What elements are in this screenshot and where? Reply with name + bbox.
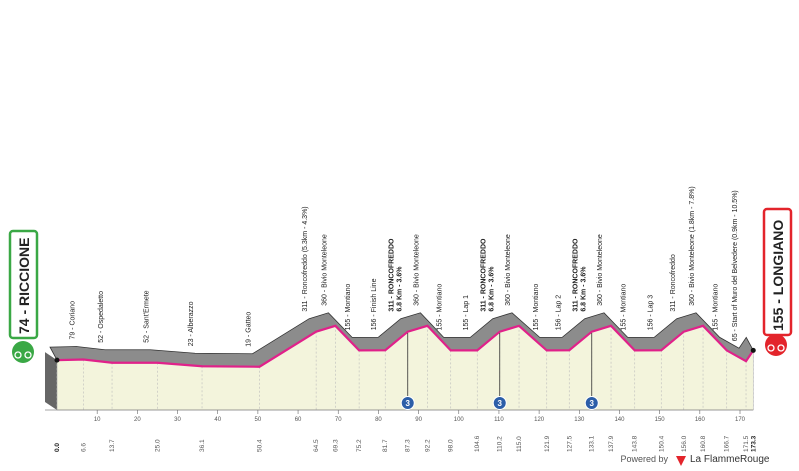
km-label: 25.0 (154, 439, 161, 452)
waypoint-label: 65 - Start of Muro del Belvedere (0.9km … (732, 190, 739, 341)
x-tick-label: 90 (415, 417, 422, 423)
waypoint-label: 155 - Lap 1 (463, 295, 470, 331)
x-tick-label: 10 (94, 417, 101, 423)
km-label: 156.0 (681, 435, 688, 452)
waypoint-label: 52 - Sant'Ermete (143, 290, 150, 342)
icon-wheel (777, 344, 785, 352)
waypoint-label: 79 - Coriano (70, 301, 77, 340)
km-label: 110.2 (497, 436, 504, 452)
km-label: 160.8 (700, 435, 707, 452)
km-label: 75.2 (356, 439, 363, 452)
km-label: 87.3 (405, 439, 412, 452)
waypoint-label: 156 - Finish Line (371, 278, 378, 330)
footer: Powered by La FlammeRouge (620, 454, 770, 466)
waypoint-label: 19 - Gatteo (245, 312, 252, 347)
icon-wheel (14, 351, 22, 359)
km-label: 173.3 (750, 435, 757, 452)
waypoint-label: 360 - Bivio Monteleone (597, 234, 604, 306)
km-label: 115.0 (516, 436, 523, 452)
km-label: 81.7 (382, 439, 389, 452)
start-icon (12, 341, 34, 363)
waypoint-label: 155 - Montiano (345, 284, 352, 331)
kom-category: 3 (498, 399, 503, 408)
profile-wall (45, 352, 57, 410)
km-label: 166.7 (724, 435, 731, 452)
kom-marker (400, 396, 415, 410)
x-tick-label: 160 (695, 417, 706, 423)
waypoint-label: 360 - Bivio Monteleone (413, 234, 420, 306)
footer-logo (676, 456, 686, 466)
waypoint-label: 360 - Bivio Monteleone (505, 234, 512, 306)
footer-brand: La FlammeRouge (690, 454, 770, 465)
x-tick-label: 150 (655, 417, 666, 423)
kom-category: 3 (406, 399, 411, 408)
waypoint-sublabel: 6.8 Km - 3.6% (581, 266, 588, 312)
waypoint-label: 311 - RONCOFREDDO (481, 238, 488, 312)
icon-wheel (24, 351, 32, 359)
start-sign: 74 - RICCIONE (8, 229, 39, 363)
start-label: 74 - RICCIONE (16, 238, 32, 334)
x-tick-label: 140 (614, 417, 625, 423)
x-tick-label: 80 (375, 417, 382, 423)
km-label: 143.8 (632, 435, 639, 452)
x-tick-label: 40 (214, 417, 221, 423)
km-label: 50.4 (256, 439, 263, 452)
finish-icon (765, 334, 787, 356)
x-tick-label: 170 (735, 417, 746, 423)
icon-wheel (767, 344, 775, 352)
km-label: 64.5 (313, 439, 320, 452)
waypoint-label: 360 - Bivio Monteleone (321, 234, 328, 306)
profile-line (56, 324, 755, 368)
x-tick-label: 20 (134, 417, 141, 423)
km-label: 6.6 (81, 443, 88, 452)
waypoint-label: 155 - Montiano (713, 284, 720, 331)
km-label: 98.0 (448, 439, 455, 452)
km-label: 137.9 (608, 435, 615, 452)
waypoint-label: 23 - Alberazzo (188, 301, 195, 346)
km-label: 69.3 (332, 439, 339, 452)
finish-dot (750, 347, 756, 353)
waypoint-label: 155 - Montiano (621, 284, 628, 331)
start-dot (54, 357, 60, 363)
x-tick-label: 120 (534, 417, 545, 423)
km-label: 127.5 (566, 435, 573, 452)
waypoint-label: 311 - Roncofreddo (670, 254, 677, 312)
waypoint-label: 311 - RONCOFREDDO (389, 238, 396, 312)
x-tick-label: 30 (174, 417, 181, 423)
kom-marker (584, 396, 599, 410)
km-label: 13.7 (109, 439, 116, 452)
km-label: 121.9 (544, 435, 551, 452)
start-box (8, 229, 39, 340)
x-tick-label: 100 (454, 417, 465, 423)
km-label: 36.1 (199, 439, 206, 452)
km-label: 92.2 (424, 439, 431, 452)
x-tick-label: 50 (255, 417, 262, 423)
finish-sign: 155 - LONGIANO (762, 207, 793, 356)
plot: 10 20 30 40 50 60 70 80 90 100 110 120 130 140 150 160 1… (45, 186, 757, 452)
kom-marker (492, 396, 507, 410)
waypoint-label: 311 - Roncofreddo (5.3km - 4.3%) (302, 206, 309, 311)
waypoint-label: 155 - Montiano (437, 284, 444, 331)
km-label: 133.1 (589, 435, 596, 452)
km-label: 104.6 (474, 435, 481, 452)
km-label: 171.5 (743, 435, 750, 452)
x-tick-label: 110 (494, 417, 504, 423)
footer-powered: Powered by (620, 454, 668, 464)
waypoint-sublabel: 6.8 Km - 3.6% (489, 266, 496, 312)
waypoint-label: 155 - Montiano (533, 284, 540, 331)
km-label: 0.0 (54, 443, 61, 452)
waypoint-sublabel: 6.8 Km - 3.6% (397, 266, 404, 312)
x-tick-label: 70 (335, 417, 342, 423)
waypoint-label: 311 - RONCOFREDDO (573, 238, 580, 312)
kom-category: 3 (590, 399, 595, 408)
waypoint-label: 52 - Ospedaletto (98, 291, 105, 343)
km-label: 150.4 (658, 435, 665, 452)
waypoint-label: 156 - Lap 3 (647, 295, 654, 331)
x-tick-label: 130 (574, 417, 585, 423)
waypoint-label: 156 - Lap 2 (555, 295, 562, 331)
finish-label: 155 - LONGIANO (770, 220, 786, 331)
waypoint-label: 360 - Bivio Monteleone (1.8km - 7.8%) (689, 186, 696, 305)
x-tick-label: 60 (295, 417, 302, 423)
